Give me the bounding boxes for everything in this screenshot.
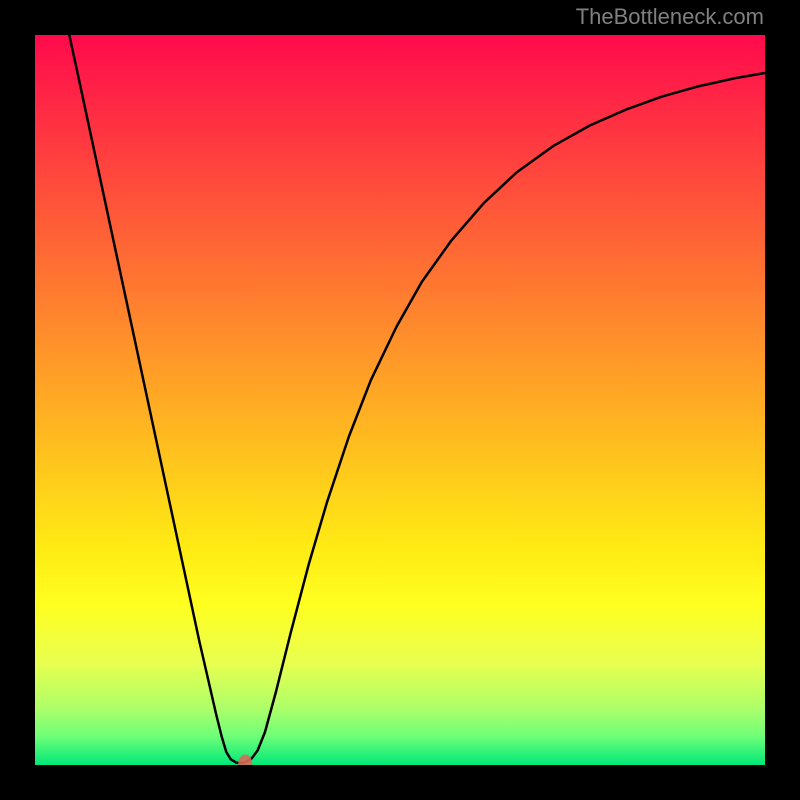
watermark-text: TheBottleneck.com [576,4,764,30]
figure-root: TheBottleneck.com [0,0,800,800]
bottleneck-curve-layer [35,35,765,765]
bottleneck-curve [69,35,765,763]
optimal-marker [238,755,252,765]
plot-area [35,35,765,765]
